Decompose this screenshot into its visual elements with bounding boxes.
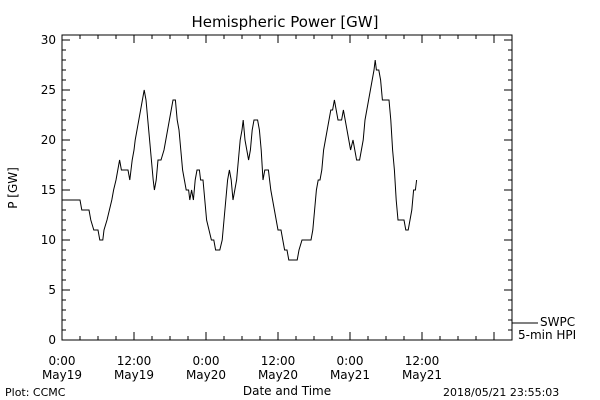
footer-plot-credit: Plot: CCMC: [5, 386, 66, 399]
plot-frame: [61, 34, 513, 341]
y-axis-label: P [GW]: [6, 167, 20, 209]
x-axis-label: Date and Time: [243, 384, 331, 398]
y-tick-label: 10: [41, 233, 56, 247]
x-tick-date-label: May21: [330, 368, 370, 382]
x-tick-date-label: May20: [186, 368, 226, 382]
y-tick-label: 20: [41, 133, 56, 147]
x-tick-time-label: 12:00: [261, 354, 296, 368]
legend-label-hpi: 5-min HPI: [518, 328, 576, 342]
series-line-hpi: [62, 59, 418, 261]
x-tick-time-label: 0:00: [193, 354, 220, 368]
footer-timestamp: 2018/05/21 23:55:03: [443, 386, 559, 399]
x-tick-time-label: 0:00: [337, 354, 364, 368]
x-tick-time-label: 12:00: [117, 354, 152, 368]
y-tick-label: 5: [48, 283, 56, 297]
y-axis: 0 5 10 15 20 25 30: [41, 33, 512, 347]
x-axis: 0:00May1912:00May190:00May2012:00May200:…: [42, 35, 513, 382]
y-tick-label: 0: [48, 333, 56, 347]
y-tick-label: 30: [41, 33, 56, 47]
x-tick-date-label: May20: [258, 368, 298, 382]
x-tick-time-label: 0:00: [49, 354, 76, 368]
x-tick-time-label: 12:00: [405, 354, 440, 368]
y-tick-label: 15: [41, 183, 56, 197]
x-tick-date-label: May19: [42, 368, 82, 382]
y-tick-label: 25: [41, 83, 56, 97]
legend-label-swpc: SWPC: [540, 315, 575, 329]
x-tick-date-label: May19: [114, 368, 154, 382]
x-tick-date-label: May21: [402, 368, 442, 382]
chart-title: Hemispheric Power [GW]: [192, 13, 379, 31]
